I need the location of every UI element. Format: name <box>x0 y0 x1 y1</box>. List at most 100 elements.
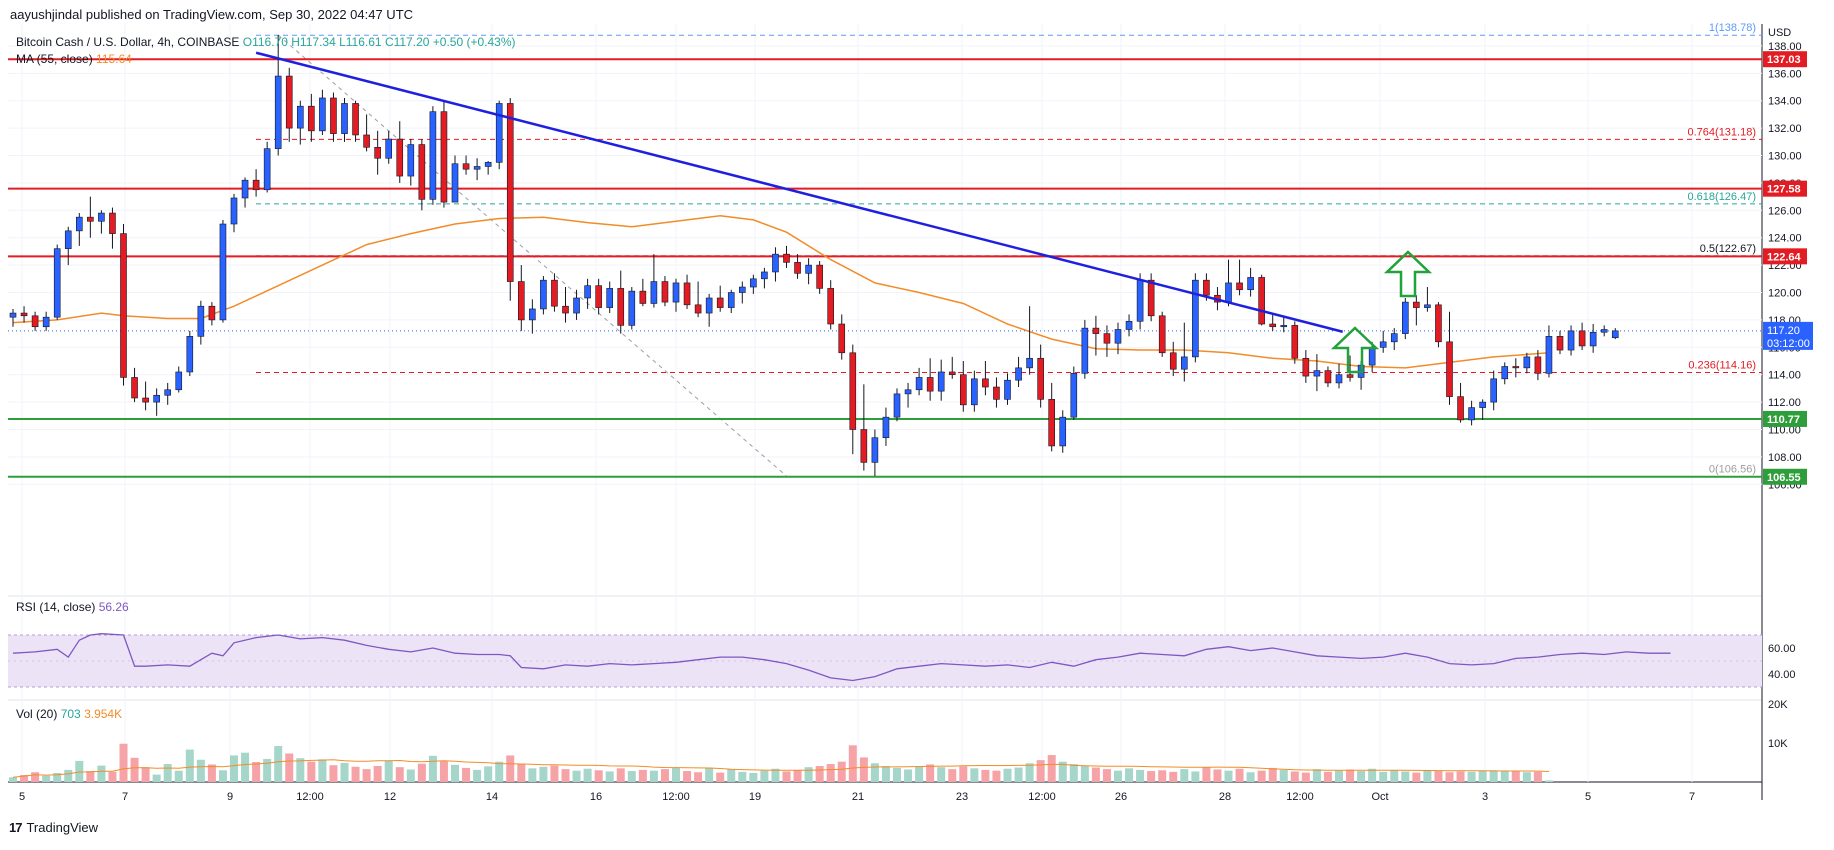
candle <box>451 155 459 203</box>
candle-body-down <box>1092 327 1100 334</box>
candle-body-up <box>53 248 61 318</box>
volume-bar <box>981 769 990 782</box>
volume-label-text: Vol (20) <box>16 707 58 721</box>
candle-body-down <box>794 262 801 274</box>
volume-bar <box>1522 772 1531 782</box>
volume-bar <box>1224 770 1233 782</box>
candle <box>153 388 160 416</box>
candle <box>175 366 183 393</box>
volume-bar <box>1368 768 1377 782</box>
ma-value: 115.64 <box>96 52 132 66</box>
candle-body-up <box>64 230 72 249</box>
candle <box>462 155 470 175</box>
volume-bar <box>738 771 747 782</box>
time-tick-label: 5 <box>19 791 25 803</box>
candle-body-up <box>904 389 912 395</box>
volume-bar <box>1003 768 1012 782</box>
candle-body-up <box>1059 416 1067 447</box>
fib-level-label: 0.618(126.47) <box>1688 191 1757 203</box>
volume-bar <box>1213 769 1222 782</box>
candle <box>1059 410 1067 453</box>
candle-body-up <box>761 271 768 280</box>
candle-body-up <box>230 197 238 225</box>
volume-bar <box>185 749 194 782</box>
candle <box>230 193 238 233</box>
volume-value: 703 <box>60 707 81 721</box>
candle-body-down <box>1324 370 1332 384</box>
candle-body-up <box>772 253 779 273</box>
candle <box>131 367 138 403</box>
candle-body-down <box>1269 323 1276 328</box>
candle-body-down <box>208 305 216 321</box>
candle <box>1158 311 1166 357</box>
volume-bar <box>252 762 261 782</box>
candle-body-up <box>153 394 160 403</box>
candle <box>982 361 989 396</box>
fib-level-label: 0.5(122.67) <box>1700 243 1756 255</box>
time-tick-label: 3 <box>1482 791 1488 803</box>
volume-bar <box>1047 755 1056 782</box>
candle-body-down <box>838 323 846 354</box>
candle-body-up <box>1335 374 1343 384</box>
candle-body-up <box>672 282 680 303</box>
candle <box>1302 350 1310 383</box>
candle-body-down <box>308 105 315 132</box>
candle <box>274 34 282 156</box>
candle-body-up <box>319 97 326 132</box>
candle-body-down <box>1512 366 1520 369</box>
volume-bar <box>1158 770 1167 782</box>
candle-body-down <box>1435 304 1442 343</box>
candle-body-up <box>1589 331 1597 347</box>
volume-bar <box>31 772 40 782</box>
tradingview-logo[interactable]: 17 TradingView <box>9 820 98 835</box>
candle <box>893 388 901 422</box>
candle-body-down <box>948 371 956 376</box>
volume-bar <box>948 769 957 782</box>
candle-body-up <box>606 288 614 308</box>
candle-body-down <box>982 378 989 388</box>
candle-body-up <box>1545 336 1553 374</box>
candle <box>1567 325 1575 356</box>
candle-body-down <box>716 297 724 308</box>
candle-body-up <box>473 166 481 170</box>
candle <box>285 67 293 142</box>
candle <box>197 300 205 345</box>
volume-bar <box>1412 772 1421 782</box>
candle-body-down <box>20 312 28 317</box>
candle <box>208 302 216 326</box>
candle-body-up <box>882 416 890 439</box>
time-tick-label: 12:00 <box>1286 791 1314 803</box>
candle <box>904 382 912 408</box>
candle <box>308 93 315 142</box>
candle-body-up <box>1390 333 1398 343</box>
price-tick-label: 130.00 <box>1768 151 1802 163</box>
candle <box>816 261 823 294</box>
candle <box>53 244 61 320</box>
resistance-level-label: 122.64 <box>1767 251 1802 263</box>
symbol-ohlc-line: Bitcoin Cash / U.S. Dollar, 4h, COINBASE… <box>16 35 516 49</box>
candle <box>915 367 923 396</box>
candle <box>562 287 569 323</box>
candle <box>64 226 72 266</box>
volume-bar <box>1489 770 1498 782</box>
volume-bar <box>1169 771 1178 782</box>
candle-body-down <box>440 111 448 203</box>
candle <box>948 356 956 379</box>
volume-bar <box>274 746 283 782</box>
volume-bar <box>749 773 758 782</box>
candle-body-down <box>1236 282 1243 291</box>
candle <box>1291 321 1299 364</box>
volume-bar <box>1434 771 1443 782</box>
change-value: +0.50 (+0.43%) <box>432 35 516 49</box>
volume-bar <box>1069 764 1078 782</box>
volume-bar <box>605 771 614 782</box>
candle <box>495 100 503 170</box>
candle <box>1181 322 1188 382</box>
candle-body-down <box>252 179 260 191</box>
candle <box>142 381 149 411</box>
candle <box>1446 311 1453 405</box>
volume-bar <box>616 768 625 782</box>
candle <box>120 224 127 386</box>
candle-body-down <box>1556 336 1564 351</box>
volume-bar <box>75 760 84 782</box>
